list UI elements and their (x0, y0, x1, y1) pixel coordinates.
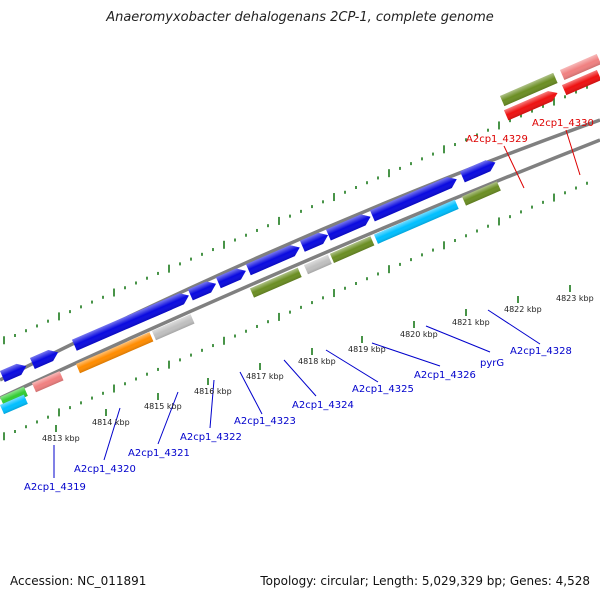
leader-line (239, 371, 263, 415)
kbp-tick-label: 4813 kbp (42, 434, 80, 443)
accession-label: Accession: NC_011891 (10, 574, 147, 588)
backbone-line-lower (0, 138, 600, 400)
cds-reverse-0-shine (0, 386, 28, 407)
kbp-tick-label: 4815 kbp (144, 402, 182, 411)
cds-forward-6-shine (246, 245, 300, 276)
cds-reverse-3 (76, 332, 154, 374)
leader-line (103, 407, 121, 461)
gene-label: A2cp1_4326 (414, 370, 476, 381)
cds-upper-red-2 (562, 69, 600, 96)
cds-reverse-2-shine (32, 371, 64, 393)
cds-forward-9-shine (370, 176, 457, 222)
kbp-tick-label: 4823 kbp (556, 294, 594, 303)
gene-label: A2cp1_4319 (24, 482, 86, 493)
genome-summary: Topology: circular; Length: 5,029,329 bp… (260, 574, 590, 588)
gene-label: A2cp1_4325 (352, 384, 414, 395)
kbp-tick-label: 4819 kbp (348, 345, 386, 354)
cds-reverse-9-shine (462, 181, 501, 206)
cds-forward-4-shine (188, 281, 217, 301)
cds-reverse-9 (462, 181, 501, 206)
cds-reverse-4 (152, 314, 195, 341)
leader-line (565, 129, 581, 176)
cds-forward-5 (216, 268, 246, 289)
cds-forward-5-shine (216, 268, 246, 289)
leader-line (209, 379, 215, 429)
cds-reverse-1-shine (0, 394, 28, 415)
cds-reverse-7-shine (330, 236, 375, 263)
cds-reverse-5 (250, 267, 302, 298)
gene-label: A2cp1_4328 (510, 346, 572, 357)
gene-label: pyrG (480, 358, 504, 369)
gene-label: A2cp1_4324 (292, 400, 354, 411)
map-title: Anaeromyxobacter dehalogenans 2CP-1, com… (106, 10, 494, 25)
cds-forward-3-shine (148, 293, 189, 318)
cds-forward-7-shine (300, 232, 329, 252)
cds-reverse-8 (374, 199, 459, 244)
cds-upper-red-1-shine (504, 91, 558, 121)
kbp-tick-label: 4816 kbp (194, 387, 232, 396)
kbp-tick-label: 4814 kbp (92, 418, 130, 427)
kbp-tick-label: 4817 kbp (246, 372, 284, 381)
gene-label: A2cp1_4330 (532, 118, 594, 129)
gene-label: A2cp1_4322 (180, 432, 242, 443)
cds-reverse-0 (0, 386, 28, 407)
cds-reverse-6-shine (304, 254, 332, 275)
cds-forward-0 (0, 363, 27, 383)
cds-upper-olive-shine (500, 72, 558, 107)
gene-label: A2cp1_4320 (74, 464, 136, 475)
cds-reverse-4-shine (152, 314, 195, 341)
leader-line (487, 309, 541, 345)
gene-label: A2cp1_4321 (128, 448, 190, 459)
leader-line (371, 342, 441, 367)
gene-label: A2cp1_4323 (234, 416, 296, 427)
cds-upper-red-2-shine (562, 69, 600, 96)
cds-upper-pink (560, 54, 600, 81)
leader-line (157, 391, 179, 445)
cds-upper-pink-shine (560, 54, 600, 81)
cds-forward-6 (246, 245, 300, 276)
cds-forward-10 (460, 160, 496, 183)
leader-line (503, 145, 525, 189)
cds-forward-8-shine (326, 214, 371, 241)
cds-reverse-7 (330, 236, 375, 263)
cds-forward-0-shine (0, 363, 27, 383)
kbp-tick-label: 4820 kbp (400, 330, 438, 339)
cds-forward-9 (370, 176, 457, 222)
leader-line (425, 325, 491, 353)
cds-upper-olive (500, 72, 558, 107)
cds-forward-1 (30, 350, 59, 369)
cds-upper-red-1 (504, 91, 558, 121)
cds-forward-4 (188, 281, 217, 301)
cds-reverse-8-shine (374, 199, 459, 244)
cds-reverse-2 (32, 371, 64, 393)
cds-forward-3 (148, 293, 189, 318)
gene-label: A2cp1_4329 (466, 134, 528, 145)
cds-forward-8 (326, 214, 371, 241)
kbp-tick-label: 4821 kbp (452, 318, 490, 327)
cds-reverse-3-shine (76, 332, 154, 374)
cds-reverse-6 (304, 254, 332, 275)
cds-reverse-1 (0, 394, 28, 415)
leader-line (283, 359, 317, 397)
cds-reverse-5-shine (250, 267, 302, 298)
leader-line (325, 349, 379, 383)
kbp-tick-label: 4818 kbp (298, 357, 336, 366)
cds-forward-7 (300, 232, 329, 252)
cds-forward-1-shine (30, 350, 59, 369)
kbp-tick-label: 4822 kbp (504, 305, 542, 314)
cds-forward-10-shine (460, 160, 496, 183)
